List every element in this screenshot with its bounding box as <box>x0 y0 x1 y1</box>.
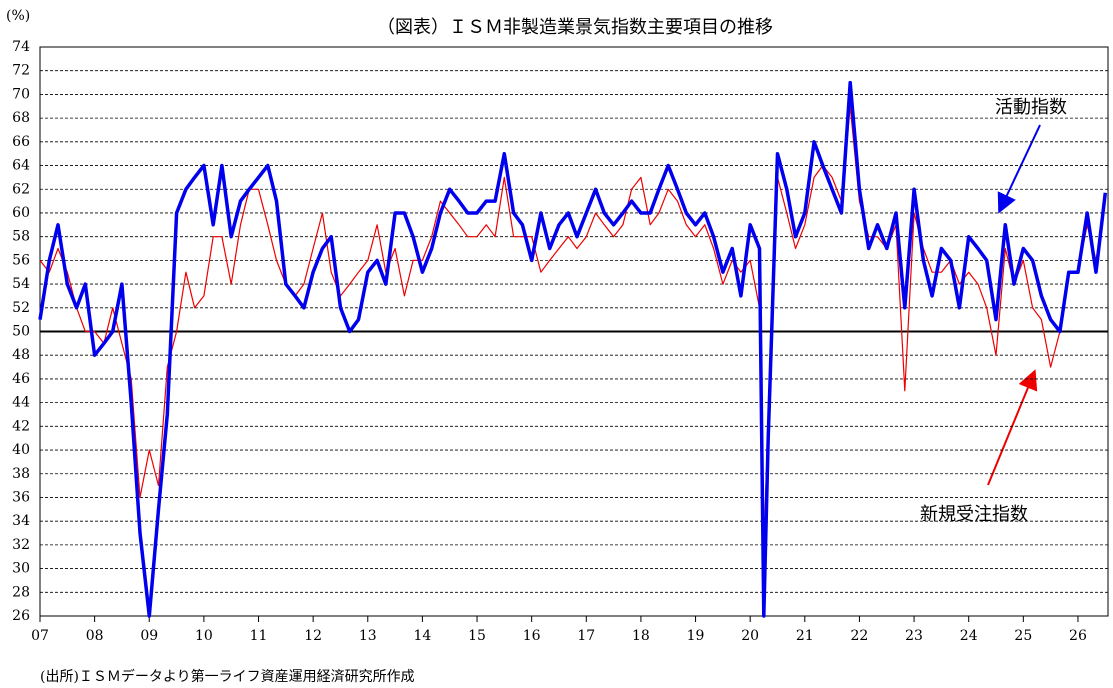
y-unit: (%) <box>6 8 30 24</box>
arrow <box>997 124 1041 214</box>
x-tick-label: 14 <box>413 628 431 644</box>
y-tick-label: 48 <box>12 347 30 363</box>
y-tick-label: 30 <box>12 561 30 577</box>
x-tick-label: 20 <box>741 628 759 644</box>
x-tick-label: 24 <box>960 628 978 644</box>
source: (出所)ＩＳＭデータより第一ライフ資産運用経済研究所作成 <box>40 668 415 685</box>
arrow <box>987 369 1038 486</box>
y-tick-label: 66 <box>12 134 30 150</box>
x-tick-label: 18 <box>632 628 650 644</box>
x-tick-label: 09 <box>140 628 158 644</box>
y-tick-label: 44 <box>12 395 30 411</box>
y-tick-label: 54 <box>12 276 30 292</box>
y-tick-label: 68 <box>12 110 30 126</box>
y-tick-label: 74 <box>12 39 30 55</box>
y-tick-label: 40 <box>12 442 30 458</box>
x-tick-label: 16 <box>523 628 541 644</box>
y-tick-label: 46 <box>12 371 30 387</box>
y-tick-label: 26 <box>12 608 30 624</box>
x-tick-label: 25 <box>1014 628 1032 644</box>
y-tick-label: 52 <box>12 300 30 316</box>
y-tick-label: 64 <box>12 158 30 174</box>
x-tick-label: 21 <box>796 628 814 644</box>
y-tick-label: 28 <box>12 584 30 600</box>
x-tick-label: 26 <box>1069 628 1087 644</box>
x-tick-label: 10 <box>195 628 213 644</box>
y-tick-label: 50 <box>12 324 30 340</box>
y-tick-label: 38 <box>12 466 30 482</box>
data-line <box>38 80 1108 618</box>
y-tick-label: 42 <box>12 418 30 434</box>
x-tick-label: 08 <box>86 628 104 644</box>
y-tick-label: 56 <box>12 252 30 268</box>
y-tick-label: 72 <box>12 63 30 79</box>
y-tick-label: 32 <box>12 537 30 553</box>
chart-title: （図表）ＩＳＭ非製造業景気指数主要項目の推移 <box>377 17 773 38</box>
y-tick-label: 58 <box>12 229 30 245</box>
data-line <box>39 105 1106 546</box>
y-tick-label: 36 <box>12 489 30 505</box>
x-tick-label: 23 <box>905 628 923 644</box>
x-tick-label: 19 <box>687 628 705 644</box>
y-tick-label: 62 <box>12 181 30 197</box>
annotation: 新規受注指数 <box>920 504 1028 525</box>
x-tick-label: 22 <box>851 628 869 644</box>
x-tick-label: 13 <box>359 628 377 644</box>
x-tick-label: 17 <box>577 628 595 644</box>
x-tick-label: 12 <box>304 628 322 644</box>
y-tick-label: 60 <box>12 205 30 221</box>
x-tick-label: 15 <box>468 628 486 644</box>
x-tick-label: 11 <box>250 628 268 644</box>
annotation: 活動指数 <box>995 97 1067 118</box>
y-tick-label: 70 <box>12 86 30 102</box>
x-tick-label: 07 <box>31 628 49 644</box>
y-tick-label: 34 <box>12 513 30 529</box>
